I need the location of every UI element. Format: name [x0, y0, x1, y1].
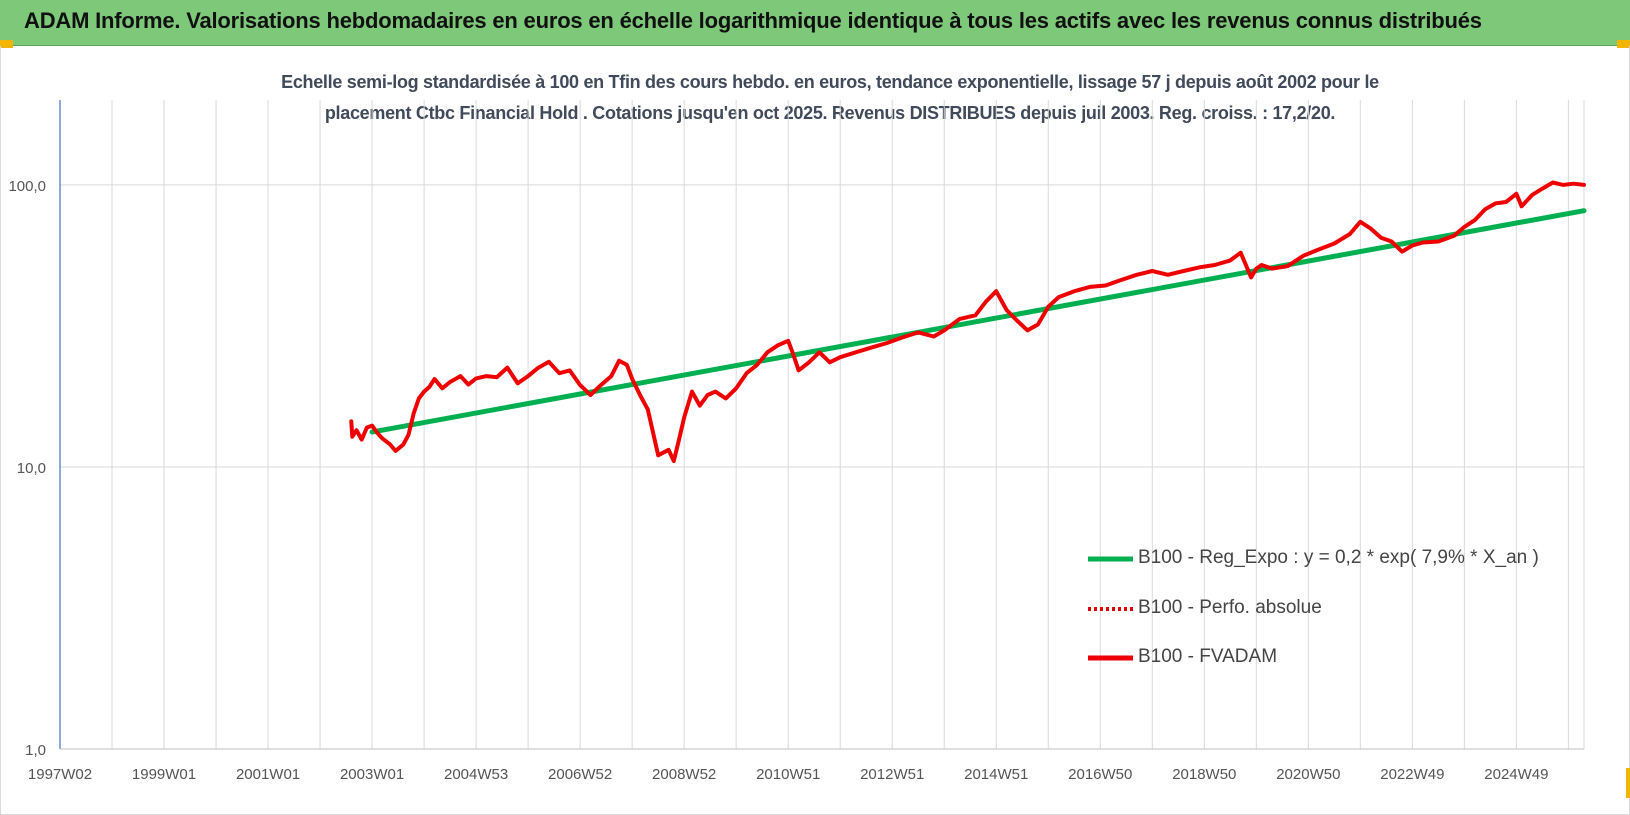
chart-title-line-1: Echelle semi-log standardisée à 100 en T…: [281, 72, 1379, 92]
report-banner: ADAM Informe. Valorisations hebdomadaire…: [0, 0, 1630, 46]
x-tick-label: 2003W01: [340, 766, 404, 783]
y-tick-labels: 1,0 10,0 100,0: [8, 178, 46, 759]
legend-label-perfo-absolue: B100 - Perfo. absolue: [1138, 597, 1322, 618]
y-tick-label: 100,0: [8, 178, 46, 195]
x-tick-label: 2008W52: [652, 766, 716, 783]
right-side-mark: [1626, 768, 1630, 798]
left-corner-mark: [0, 40, 13, 48]
x-tick-label: 2004W53: [444, 766, 508, 783]
legend-label-fvadam: B100 - FVADAM: [1138, 646, 1278, 667]
gridlines: [59, 100, 1585, 750]
y-tick-label: 1,0: [25, 742, 46, 759]
report-title: ADAM Informe. Valorisations hebdomadaire…: [24, 8, 1482, 33]
x-tick-label: 2022W49: [1380, 766, 1444, 783]
x-tick-label: 1999W01: [132, 766, 196, 783]
x-tick-label: 2014W51: [964, 766, 1028, 783]
chart-title-line-2: placement Ctbc Financial Hold . Cotation…: [324, 103, 1336, 123]
series-line-reg-expo: [369, 208, 1587, 435]
x-tick-label: 2006W52: [548, 766, 612, 783]
x-tick-label: 2016W50: [1068, 766, 1132, 783]
series-line-fvadam: [349, 180, 1586, 463]
x-tick-label: 2020W50: [1276, 766, 1340, 783]
x-tick-label: 2024W49: [1484, 766, 1548, 783]
x-tick-label: 1997W02: [28, 766, 92, 783]
x-tick-label: 2001W01: [236, 766, 300, 783]
x-tick-label: 2012W51: [860, 766, 924, 783]
legend-swatches: [1088, 556, 1133, 661]
y-tick-label: 10,0: [17, 460, 46, 477]
axes: [59, 100, 1584, 750]
legend-label-reg-expo: B100 - Reg_Expo : y = 0,2 * exp( 7,9% * …: [1138, 547, 1539, 568]
series-group: [349, 180, 1587, 463]
right-corner-mark: [1617, 40, 1630, 48]
x-tick-label: 2018W50: [1172, 766, 1236, 783]
x-tick-labels: 1997W02 1999W01 2001W01 2003W01 2004W53 2006W…: [28, 766, 1549, 783]
x-tick-label: 2010W51: [756, 766, 820, 783]
